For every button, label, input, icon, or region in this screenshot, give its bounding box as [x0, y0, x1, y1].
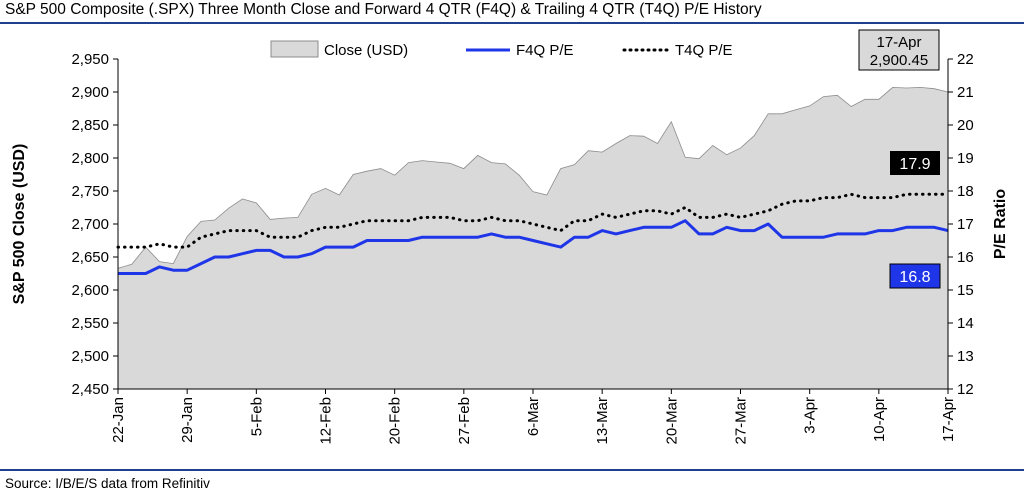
f4q-line — [118, 219, 949, 275]
x-tick-label: 20-Mar — [663, 397, 680, 445]
x-tick-label: 6-Mar — [525, 397, 542, 436]
legend-swatch-close — [270, 40, 319, 58]
y-tick-label: 2,550 — [71, 315, 109, 332]
close-callout-date: 17-Apr — [876, 34, 921, 51]
x-tick-label: 29-Jan — [179, 397, 196, 443]
y2-tick-label: 14 — [957, 315, 974, 332]
t4q-value-text: 17.9 — [899, 156, 930, 173]
x-tick-label: 12-Feb — [318, 397, 335, 445]
close-area-group — [117, 86, 949, 390]
y-tick-label: 2,900 — [71, 84, 109, 101]
t4q-value-box — [890, 151, 940, 175]
close-callout: 17-Apr 2,900.45 — [858, 29, 940, 71]
close-area — [118, 87, 948, 390]
y2-tick-label: 16 — [957, 249, 974, 266]
tick-labels-group: 2,450 2,500 2,550 2,600 2,650 2,700 2,750 2,800… — [71, 51, 973, 445]
close-callout-box — [858, 29, 940, 71]
chart-area: 2,450 2,500 2,550 2,600 2,650 2,700 2,750 2,800… — [11, 29, 1009, 445]
y-tick-label: 2,950 — [71, 51, 109, 68]
axes-group — [113, 58, 953, 394]
bottom-rule — [0, 469, 1024, 471]
x-tick-label: 3-Apr — [802, 397, 819, 434]
f4q-value-box — [889, 263, 941, 289]
x-tick-label: 22-Jan — [110, 397, 127, 443]
x-tick-label: 13-Mar — [594, 397, 611, 445]
y-tick-label: 2,750 — [71, 183, 109, 200]
f4q-value-text: 16.8 — [899, 269, 930, 286]
y-tick-label: 2,700 — [71, 216, 109, 233]
y-tick-label: 2,600 — [71, 282, 109, 299]
x-tick-label: 27-Feb — [456, 397, 473, 445]
legend: Close (USD) F4Q P/E T4Q P/E — [270, 40, 733, 59]
f4q-value-label: 16.8 — [889, 263, 941, 289]
y2-tick-label: 22 — [957, 51, 974, 68]
y2-tick-label: 21 — [957, 84, 974, 101]
y-axis-title: S&P 500 Close (USD) — [11, 144, 28, 305]
y2-tick-label: 13 — [957, 348, 974, 365]
y2-tick-label: 20 — [957, 117, 974, 134]
x-tick-label: 10-Apr — [871, 397, 888, 442]
y2-tick-label: 15 — [957, 282, 974, 299]
x-tick-label: 20-Feb — [387, 397, 404, 445]
y-tick-label: 2,450 — [71, 381, 109, 398]
x-tick-label: 27-Mar — [733, 397, 750, 445]
close-callout-value: 2,900.45 — [870, 52, 928, 69]
y-tick-label: 2,800 — [71, 150, 109, 167]
legend-label-close: Close (USD) — [324, 42, 408, 59]
source-note: Source: I/B/E/S data from Refinitiv — [5, 476, 210, 491]
y2-axis-title: P/E Ratio — [992, 189, 1009, 259]
y2-tick-label: 19 — [957, 150, 974, 167]
legend-label-t4q: T4Q P/E — [675, 42, 733, 59]
x-tick-label: 5-Feb — [248, 397, 265, 436]
top-rule — [0, 22, 1024, 24]
y-tick-label: 2,850 — [71, 117, 109, 134]
y-tick-label: 2,650 — [71, 249, 109, 266]
t4q-line — [116, 192, 950, 249]
t4q-value-label: 17.9 — [890, 151, 940, 175]
x-tick-label: 17-Apr — [940, 397, 957, 442]
close-area-edge — [117, 86, 949, 269]
chart-title: S&P 500 Composite (.SPX) Three Month Clo… — [5, 1, 762, 18]
pe-lines-group — [116, 192, 950, 275]
legend-label-f4q: F4Q P/E — [516, 42, 574, 59]
y2-tick-label: 18 — [957, 183, 974, 200]
y-tick-label: 2,500 — [71, 348, 109, 365]
y2-tick-label: 17 — [957, 216, 974, 233]
y2-tick-label: 12 — [957, 381, 974, 398]
